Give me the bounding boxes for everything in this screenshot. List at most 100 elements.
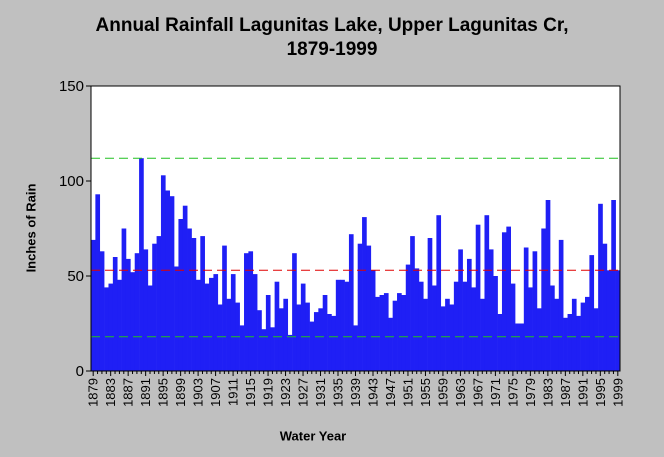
bar	[99, 251, 105, 371]
bar	[523, 247, 529, 371]
x-tick-label: 1899	[173, 378, 188, 407]
bar	[217, 304, 223, 371]
bar	[244, 253, 249, 371]
y-tick-label: 0	[76, 363, 84, 380]
bar	[335, 279, 341, 371]
bar	[104, 287, 109, 371]
bar	[274, 281, 280, 371]
bar	[397, 293, 402, 371]
x-tick-label: 1947	[383, 378, 398, 407]
bar	[353, 325, 358, 371]
bar	[182, 205, 188, 371]
bar	[261, 329, 267, 371]
bar	[414, 268, 420, 371]
bar	[370, 270, 376, 371]
bar	[545, 200, 551, 371]
bar	[204, 283, 210, 371]
bar	[331, 315, 337, 371]
bar	[209, 277, 214, 371]
bar	[554, 298, 560, 371]
bar	[462, 281, 468, 371]
bar	[541, 228, 546, 371]
bar	[436, 215, 442, 371]
x-tick-label: 1935	[331, 378, 346, 407]
bar	[139, 158, 144, 371]
x-tick-label: 1895	[156, 378, 171, 407]
bar	[318, 308, 324, 371]
x-tick-label: 1943	[365, 378, 380, 407]
bar	[519, 323, 525, 371]
x-axis-label: Water Year	[279, 428, 347, 444]
bar	[257, 310, 262, 371]
x-tick-label: 1883	[103, 378, 118, 407]
bar	[187, 228, 192, 371]
x-tick-label: 1939	[348, 378, 363, 407]
x-tick-label: 1959	[435, 378, 450, 407]
bar	[156, 236, 162, 371]
bar	[615, 270, 621, 371]
bar	[200, 236, 205, 371]
bar	[606, 270, 612, 371]
bar	[388, 317, 393, 371]
x-tick-label: 1983	[540, 378, 555, 407]
bar	[383, 293, 389, 371]
x-tick-label: 1887	[121, 378, 136, 407]
bar	[322, 295, 328, 371]
bar	[418, 281, 424, 371]
bar	[567, 314, 573, 371]
bar	[327, 314, 332, 371]
bar	[265, 295, 271, 371]
bar	[278, 308, 284, 371]
bar	[375, 296, 380, 371]
x-tick-label: 1963	[453, 378, 468, 407]
bar	[449, 304, 455, 371]
bar	[585, 296, 590, 371]
x-tick-label: 1971	[488, 378, 503, 407]
x-tick-label: 1991	[575, 378, 590, 407]
bar	[458, 249, 463, 371]
x-tick-label: 1995	[593, 378, 608, 407]
chart-title-line-2: 1879-1999	[286, 39, 378, 60]
x-tick-label: 1907	[208, 378, 223, 407]
bar	[222, 245, 227, 371]
bar	[174, 266, 179, 371]
y-axis-label: Inches of Rain	[23, 183, 39, 273]
bar	[480, 298, 485, 371]
bar	[475, 224, 481, 371]
bar	[287, 334, 293, 371]
x-tick-label: 1923	[278, 378, 293, 407]
bar	[532, 251, 538, 371]
bar	[392, 300, 398, 371]
y-tick-label: 50	[67, 268, 84, 285]
bar	[357, 243, 363, 371]
bar	[344, 281, 350, 371]
bar	[178, 219, 184, 371]
x-tick-label: 1951	[400, 378, 415, 407]
bar	[405, 264, 411, 371]
bar	[292, 253, 297, 371]
bar	[270, 327, 275, 371]
bar	[488, 249, 494, 371]
bar	[195, 279, 201, 371]
bar	[571, 298, 577, 371]
bar	[309, 321, 315, 371]
bar	[593, 308, 599, 371]
bar	[248, 251, 254, 371]
bar	[108, 283, 114, 371]
bar	[252, 274, 258, 371]
x-tick-label: 1891	[138, 378, 153, 407]
bar	[213, 274, 219, 371]
bar	[362, 217, 367, 371]
y-tick-label: 100	[59, 173, 84, 190]
bar	[410, 236, 415, 371]
bar	[598, 203, 603, 371]
bar	[550, 285, 555, 371]
x-tick-label: 1987	[558, 378, 573, 407]
bar	[440, 306, 446, 371]
bar	[536, 308, 542, 371]
x-tick-label: 1919	[261, 378, 276, 407]
x-tick-label: 1927	[296, 378, 311, 407]
bar	[501, 232, 507, 371]
bar	[300, 283, 306, 371]
